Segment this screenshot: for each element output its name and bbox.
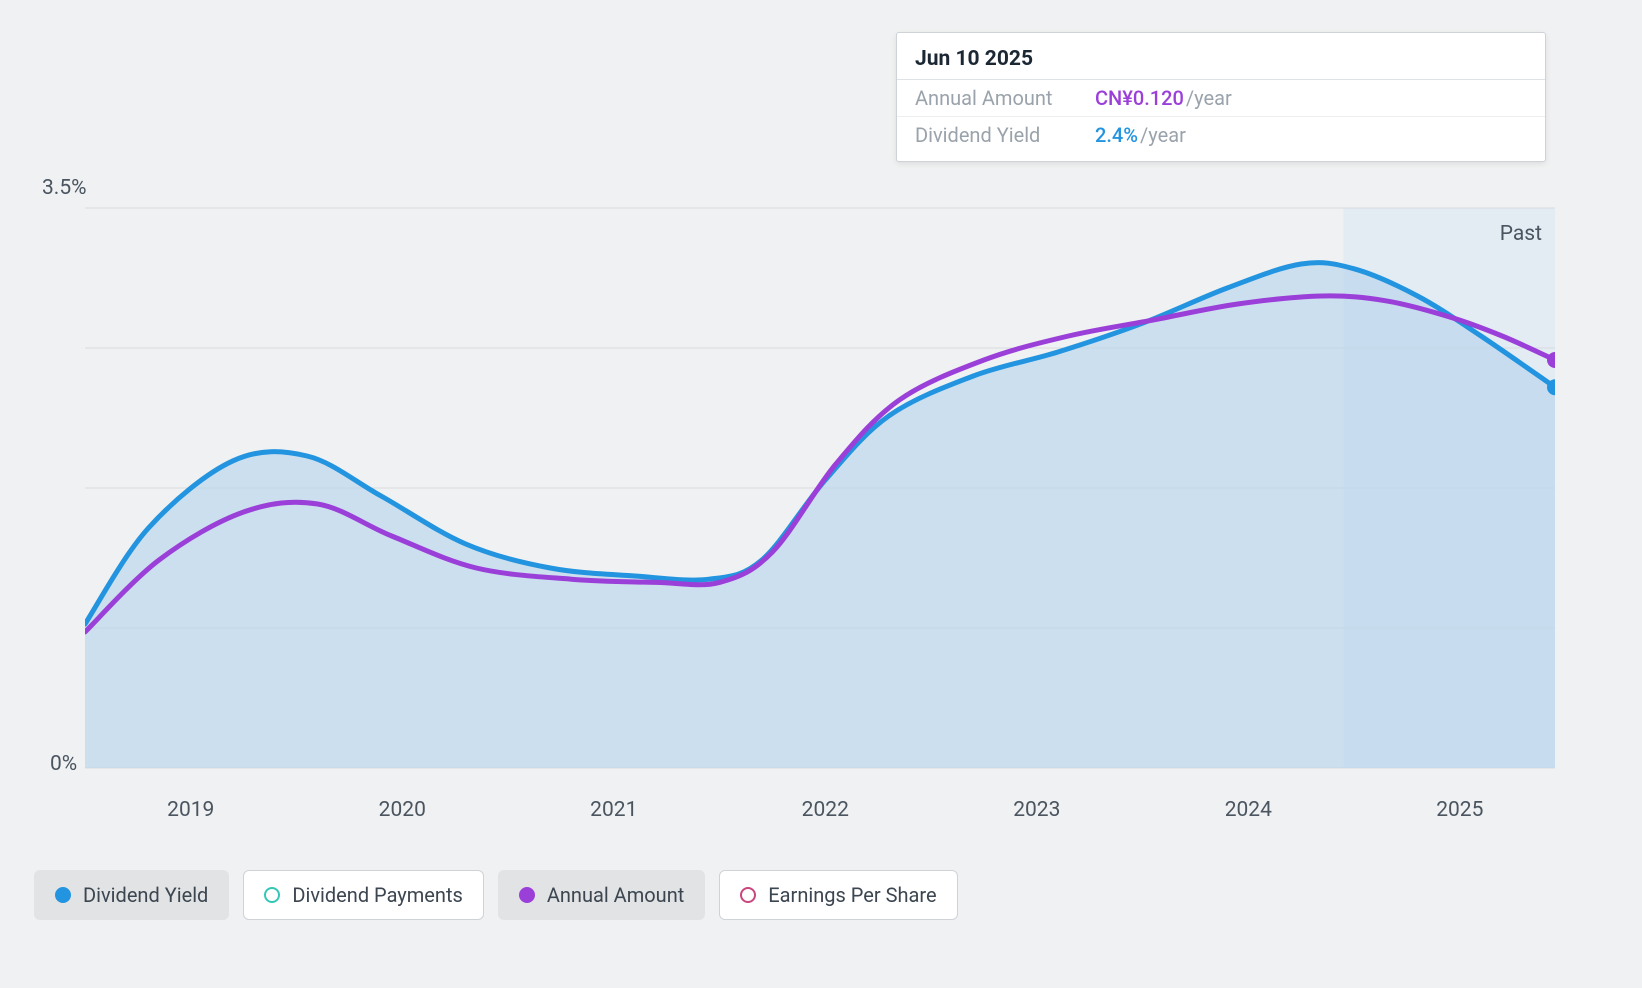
legend-marker (55, 887, 71, 903)
dividend-yield-area (85, 263, 1555, 768)
chart-plot-area[interactable] (85, 188, 1555, 788)
x-tick-label: 2023 (1013, 798, 1060, 822)
y-axis-min-label: 0% (50, 752, 77, 776)
tooltip-row-value: CN¥0.120 (1095, 86, 1184, 110)
tooltip-row: Annual AmountCN¥0.120/year (897, 80, 1545, 117)
tooltip-row-unit: /year (1140, 123, 1186, 147)
past-region-label: Past (1500, 222, 1542, 246)
x-tick-label: 2019 (167, 798, 214, 822)
chart-tooltip: Jun 10 2025 Annual AmountCN¥0.120/yearDi… (896, 32, 1546, 162)
x-tick-label: 2022 (802, 798, 849, 822)
x-tick-label: 2025 (1436, 798, 1483, 822)
tooltip-row-unit: /year (1186, 86, 1232, 110)
legend-marker (740, 887, 756, 903)
legend-marker (519, 887, 535, 903)
tooltip-row: Dividend Yield2.4%/year (897, 117, 1545, 161)
tooltip-row-value: 2.4% (1095, 123, 1138, 147)
legend-label: Dividend Payments (292, 883, 462, 907)
legend-item-earnings-per-share[interactable]: Earnings Per Share (719, 870, 957, 920)
x-tick-label: 2020 (379, 798, 426, 822)
legend-item-dividend-yield[interactable]: Dividend Yield (34, 870, 229, 920)
x-tick-label: 2021 (590, 798, 637, 822)
dividend-chart: 3.5% 0% Past 2019 2020 2021 2022 2023 2024 202… (0, 0, 1642, 988)
legend-marker (264, 887, 280, 903)
legend-label: Earnings Per Share (768, 883, 936, 907)
x-tick-label: 2024 (1225, 798, 1272, 822)
chart-legend: Dividend Yield Dividend Payments Annual Am… (34, 870, 958, 920)
tooltip-row-label: Annual Amount (915, 86, 1095, 110)
y-axis-max-label: 3.5% (42, 176, 87, 200)
legend-label: Annual Amount (547, 883, 684, 907)
tooltip-title: Jun 10 2025 (897, 33, 1545, 80)
legend-item-annual-amount[interactable]: Annual Amount (498, 870, 705, 920)
tooltip-row-label: Dividend Yield (915, 123, 1095, 147)
legend-item-dividend-payments[interactable]: Dividend Payments (243, 870, 483, 920)
legend-label: Dividend Yield (83, 883, 208, 907)
